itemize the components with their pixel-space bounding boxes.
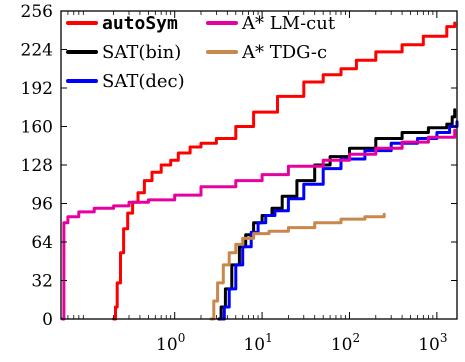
x-tick-label: 102 [331, 331, 360, 355]
legend-label-4: A* TDG-c [241, 42, 327, 63]
series-line-4 [209, 212, 386, 321]
y-tick-label: 96 [31, 195, 53, 215]
y-tick-label: 128 [21, 156, 53, 176]
x-tick-label: 103 [418, 331, 447, 355]
x-tick-label: 100 [156, 331, 185, 355]
series-line-3 [61, 128, 457, 321]
y-tick-label: 256 [21, 2, 53, 22]
series-line-2 [219, 120, 459, 321]
y-tick-label: 224 [21, 41, 53, 61]
y-tick-label: 32 [31, 272, 53, 292]
legend-label-0: autoSym [102, 13, 178, 34]
series-line-0 [112, 21, 457, 321]
x-tick-label: 101 [243, 331, 272, 355]
legend-label-1: SAT(bin) [102, 42, 181, 63]
legend-label-2: SAT(dec) [102, 71, 185, 92]
y-tick-label: 64 [31, 233, 53, 253]
ticks-layer: 0 32 64 96 128 160 192 224 256 100 101 102 103 [21, 2, 457, 355]
legend-label-3: A* LM-cut [241, 13, 336, 34]
y-tick-label: 160 [21, 118, 53, 138]
series-layer [61, 21, 459, 321]
y-tick-label: 192 [21, 79, 53, 99]
legend: autoSym A* LM-cut SAT(bin) A* TDG-c SAT(dec) [66, 13, 336, 92]
y-tick-label: 0 [42, 310, 53, 330]
